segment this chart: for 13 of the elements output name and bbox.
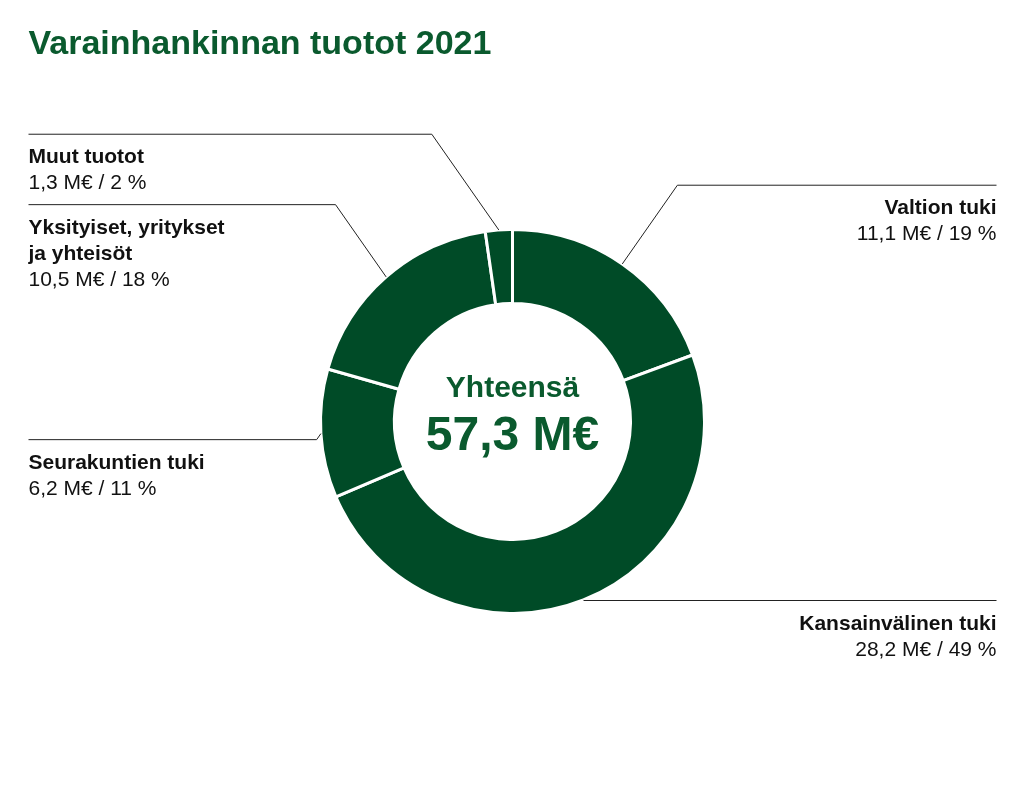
- slice-label: Muut tuotot: [28, 144, 144, 168]
- slice-label: Valtion tuki: [884, 195, 997, 219]
- data-label: 6,2 M€ / 11 %: [28, 475, 157, 499]
- text: Yhteensä: [445, 370, 580, 403]
- text: 57,3 M€: [425, 407, 600, 460]
- data-label: 28,2 M€ / 49 %: [855, 636, 997, 660]
- slice-label: Yksityiset, yritykset ja yhteisöt: [27, 214, 225, 264]
- chart-title: Varainhankinnan tuotot 2021: [28, 22, 492, 61]
- data-label: 1,3 M€ / 2 %: [28, 170, 147, 194]
- slice-label: Seurakuntien tuki: [28, 449, 205, 473]
- data-label: 10,5 M€ / 18 %: [28, 266, 170, 290]
- slice-label: Kansainvälinen tuki: [799, 610, 997, 634]
- data-label: 11,1 M€ / 19 %: [856, 221, 997, 245]
